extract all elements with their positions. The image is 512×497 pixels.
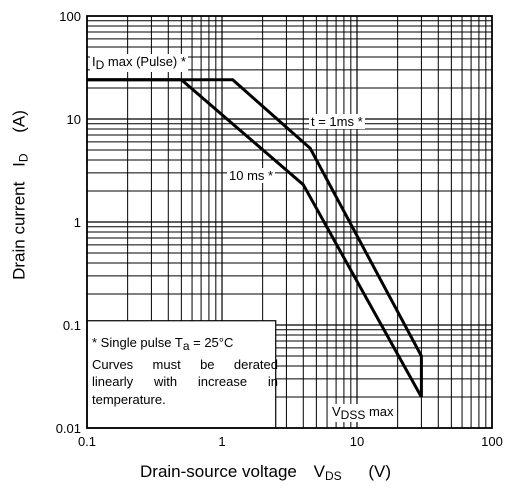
plot-frame [86,15,493,429]
note-box [86,320,277,429]
chart-note: * Single pulse Ta = 25°C Curves must be … [92,334,278,408]
y-tick-label: 0.1 [63,318,81,333]
y-tick-label: 100 [59,9,81,24]
y-tick-label: 0.01 [56,421,81,436]
x-tick-label: 1 [218,434,225,449]
x-axis-title: Drain-source voltage VDS (V) [140,462,391,483]
note-line-3: linearly with increase in [92,374,278,389]
note-line-4: temperature. [92,391,166,407]
x-axis-title-symbol: VDS [313,462,342,483]
x-tick-label: 100 [481,434,503,449]
x-axis-title-main: Drain-source voltage [140,462,297,481]
x-tick-label: 0.1 [78,434,96,449]
y-axis-title-symbol: ID [9,153,31,167]
y-axis-title: Drain current ID (A) [10,110,31,280]
series-line-10ms [87,78,423,398]
y-axis-title-unit: (A) [9,110,29,133]
y-axis-title-area: Drain current ID (A) [0,0,40,497]
note-line-1: * Single pulse Ta = 25°C [92,335,234,353]
series-line-1ms [87,78,423,397]
x-tick-label: 10 [350,434,364,449]
y-tick-label: 1 [74,215,81,230]
note-line-2: Curves must be derated [92,356,278,372]
annotation-id-max: ID max (Pulse) * [90,54,188,72]
y-tick-label: 10 [67,112,81,127]
annotation-10ms: 10 ms * [227,168,276,183]
x-axis-title-unit: (V) [368,462,392,481]
annotation-1ms: t = 1ms * [309,114,365,129]
annotation-vdss-max: VDSS max [330,404,396,422]
y-axis-title-main: Drain current [9,181,29,280]
